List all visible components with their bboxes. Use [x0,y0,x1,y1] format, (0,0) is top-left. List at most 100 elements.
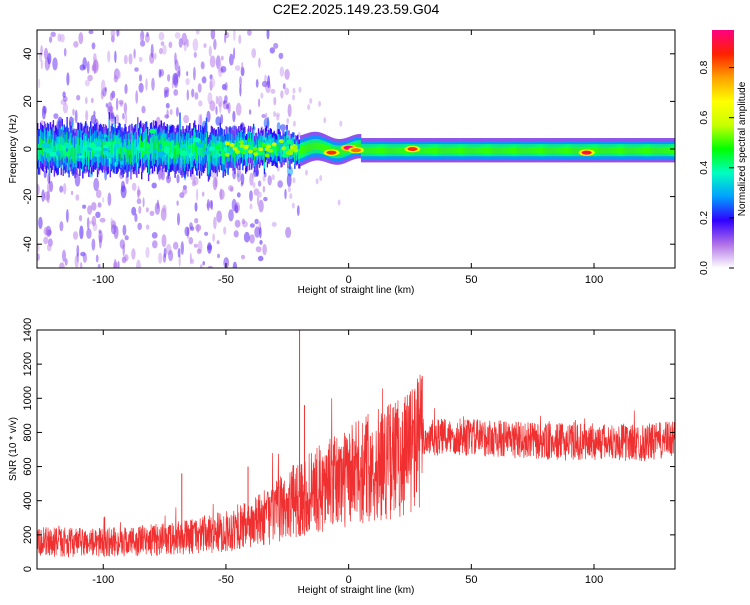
spectrogram-band-cell [542,146,544,154]
spectrogram-band-cell [620,146,622,154]
spectrogram-band-cell [130,148,132,165]
spectrogram-band-cell [124,139,126,155]
spectrogram-band-cell [645,146,647,154]
spectrogram-band-cell [636,146,639,154]
spectrogram-band-cell [532,146,535,154]
spectrogram-band-cell [424,146,427,154]
spectrogram-band-cell [634,146,637,154]
spectrogram-noise-point [99,217,106,223]
spectrogram-noise-point [160,41,165,46]
spectrogram-band-cell [340,148,342,156]
spectrogram-band-cell [560,146,562,154]
snr-x-label: Height of straight line (km) [298,585,415,596]
spectrogram-noise-point [178,254,181,267]
spectrogram-band-cell [226,140,228,155]
spectrogram-band-cell [83,142,85,159]
spectrogram-noise-point [337,199,341,206]
spectrogram-band-cell [506,146,508,154]
spectrogram-band-cell [508,146,510,154]
spectrogram-noise-point [177,212,180,226]
spectrogram-noise-point [46,243,52,252]
spectrogram-band-cell [531,146,534,154]
spectrogram-band-cell [609,146,611,154]
spectrogram-noise-point [193,51,197,58]
spectrogram-noise-point [200,61,205,70]
spectrogram-noise-point [38,78,41,89]
spectrogram-band-cell [541,146,543,154]
spectrogram-noise-point [53,113,59,119]
spectrogram-noise-point [162,204,167,213]
spectrogram-noise-point [62,249,66,262]
spectrogram-noise-point [261,80,268,88]
spectrogram-band-cell [481,146,484,154]
spectrogram-band-blob [232,146,238,151]
spectrogram-band-blob [140,146,144,152]
spectrogram-band-cell [505,146,507,154]
spectrogram-band-blob [103,134,108,138]
x-tick-label: 100 [585,574,603,586]
spectrogram-band-cell [37,143,40,160]
spectrogram-band-cell [544,146,546,154]
spectrogram-noise-point [298,86,302,93]
y-tick-label: -40 [22,236,34,252]
spectrogram-band-cell [132,141,134,158]
spectrogram-noise-point [273,96,277,106]
spectrogram-band-cell [573,146,576,154]
spectrogram-hotspot [407,147,418,151]
spectrogram-noise-point [258,191,262,198]
spectrogram-band-cell [55,142,58,159]
spectrogram-band-cell [456,146,458,154]
spectrogram-band-cell [260,139,263,152]
spectrogram-band-cell [66,131,68,148]
spectrogram-noise-point [168,41,173,49]
spectrogram-noise-point [59,262,65,268]
spectrogram-band-cell [381,146,383,154]
spectrogram-band-cell [367,146,370,154]
spectrogram-noise-point [213,38,217,51]
spectrogram-band-cell [448,146,450,154]
spectrogram-band-cell [384,146,386,154]
spectrogram-band-cell [97,143,100,160]
spectrogram-band-cell [622,146,624,154]
spectrogram-band-cell [73,143,75,160]
spectrogram-noise-point [177,248,181,258]
spectrogram-band-cell [501,146,503,154]
spectrogram-band-cell [305,144,308,153]
spectrogram-band-cell [88,146,90,162]
spectrogram-noise-point [252,182,256,189]
spectrogram-noise-point [84,96,88,105]
spectrogram-noise-point [165,102,170,109]
spectrogram-band-cell [64,142,66,159]
spectrogram-noise-point [209,100,216,112]
spectrogram-band-cell [534,146,537,154]
spectrogram-band-cell [356,143,358,150]
spectrogram-noise-point [57,33,62,42]
spectrogram-band-cell [255,144,258,157]
spectrogram-band-cell [78,138,80,154]
spectrogram-noise-point [37,183,40,196]
spectrogram-band-cell [476,146,479,154]
spectrogram-band-blob [179,150,187,156]
spectrogram-band-cell [522,146,525,154]
spectrogram-band-cell [40,138,43,155]
spectrogram-band-cell [363,146,366,154]
spectrogram-band-cell [59,136,61,152]
spectrogram-noise-point [154,52,157,60]
spectrogram-band-cell [494,146,496,154]
spectrogram-band-cell [426,146,429,154]
spectrogram-band-cell [281,145,283,157]
spectrogram-noise-point [280,90,284,99]
spectrogram-noise-point [264,74,267,83]
spectrogram-noise-point [176,200,179,206]
spectrogram-band-cell [70,140,72,157]
spectrogram-band-cell [482,146,484,154]
spectrogram-band-cell [440,146,442,154]
spectrogram-band-blob [202,140,206,145]
spectrogram-noise-point [267,175,272,186]
spectrogram-band-cell [610,146,612,154]
spectrogram-band-cell [452,146,454,154]
spectrogram-band-blob [192,137,201,143]
spectrogram-band-cell [147,150,150,167]
spectrogram-band-cell [117,141,119,157]
spectrogram-band-cell [460,146,462,154]
